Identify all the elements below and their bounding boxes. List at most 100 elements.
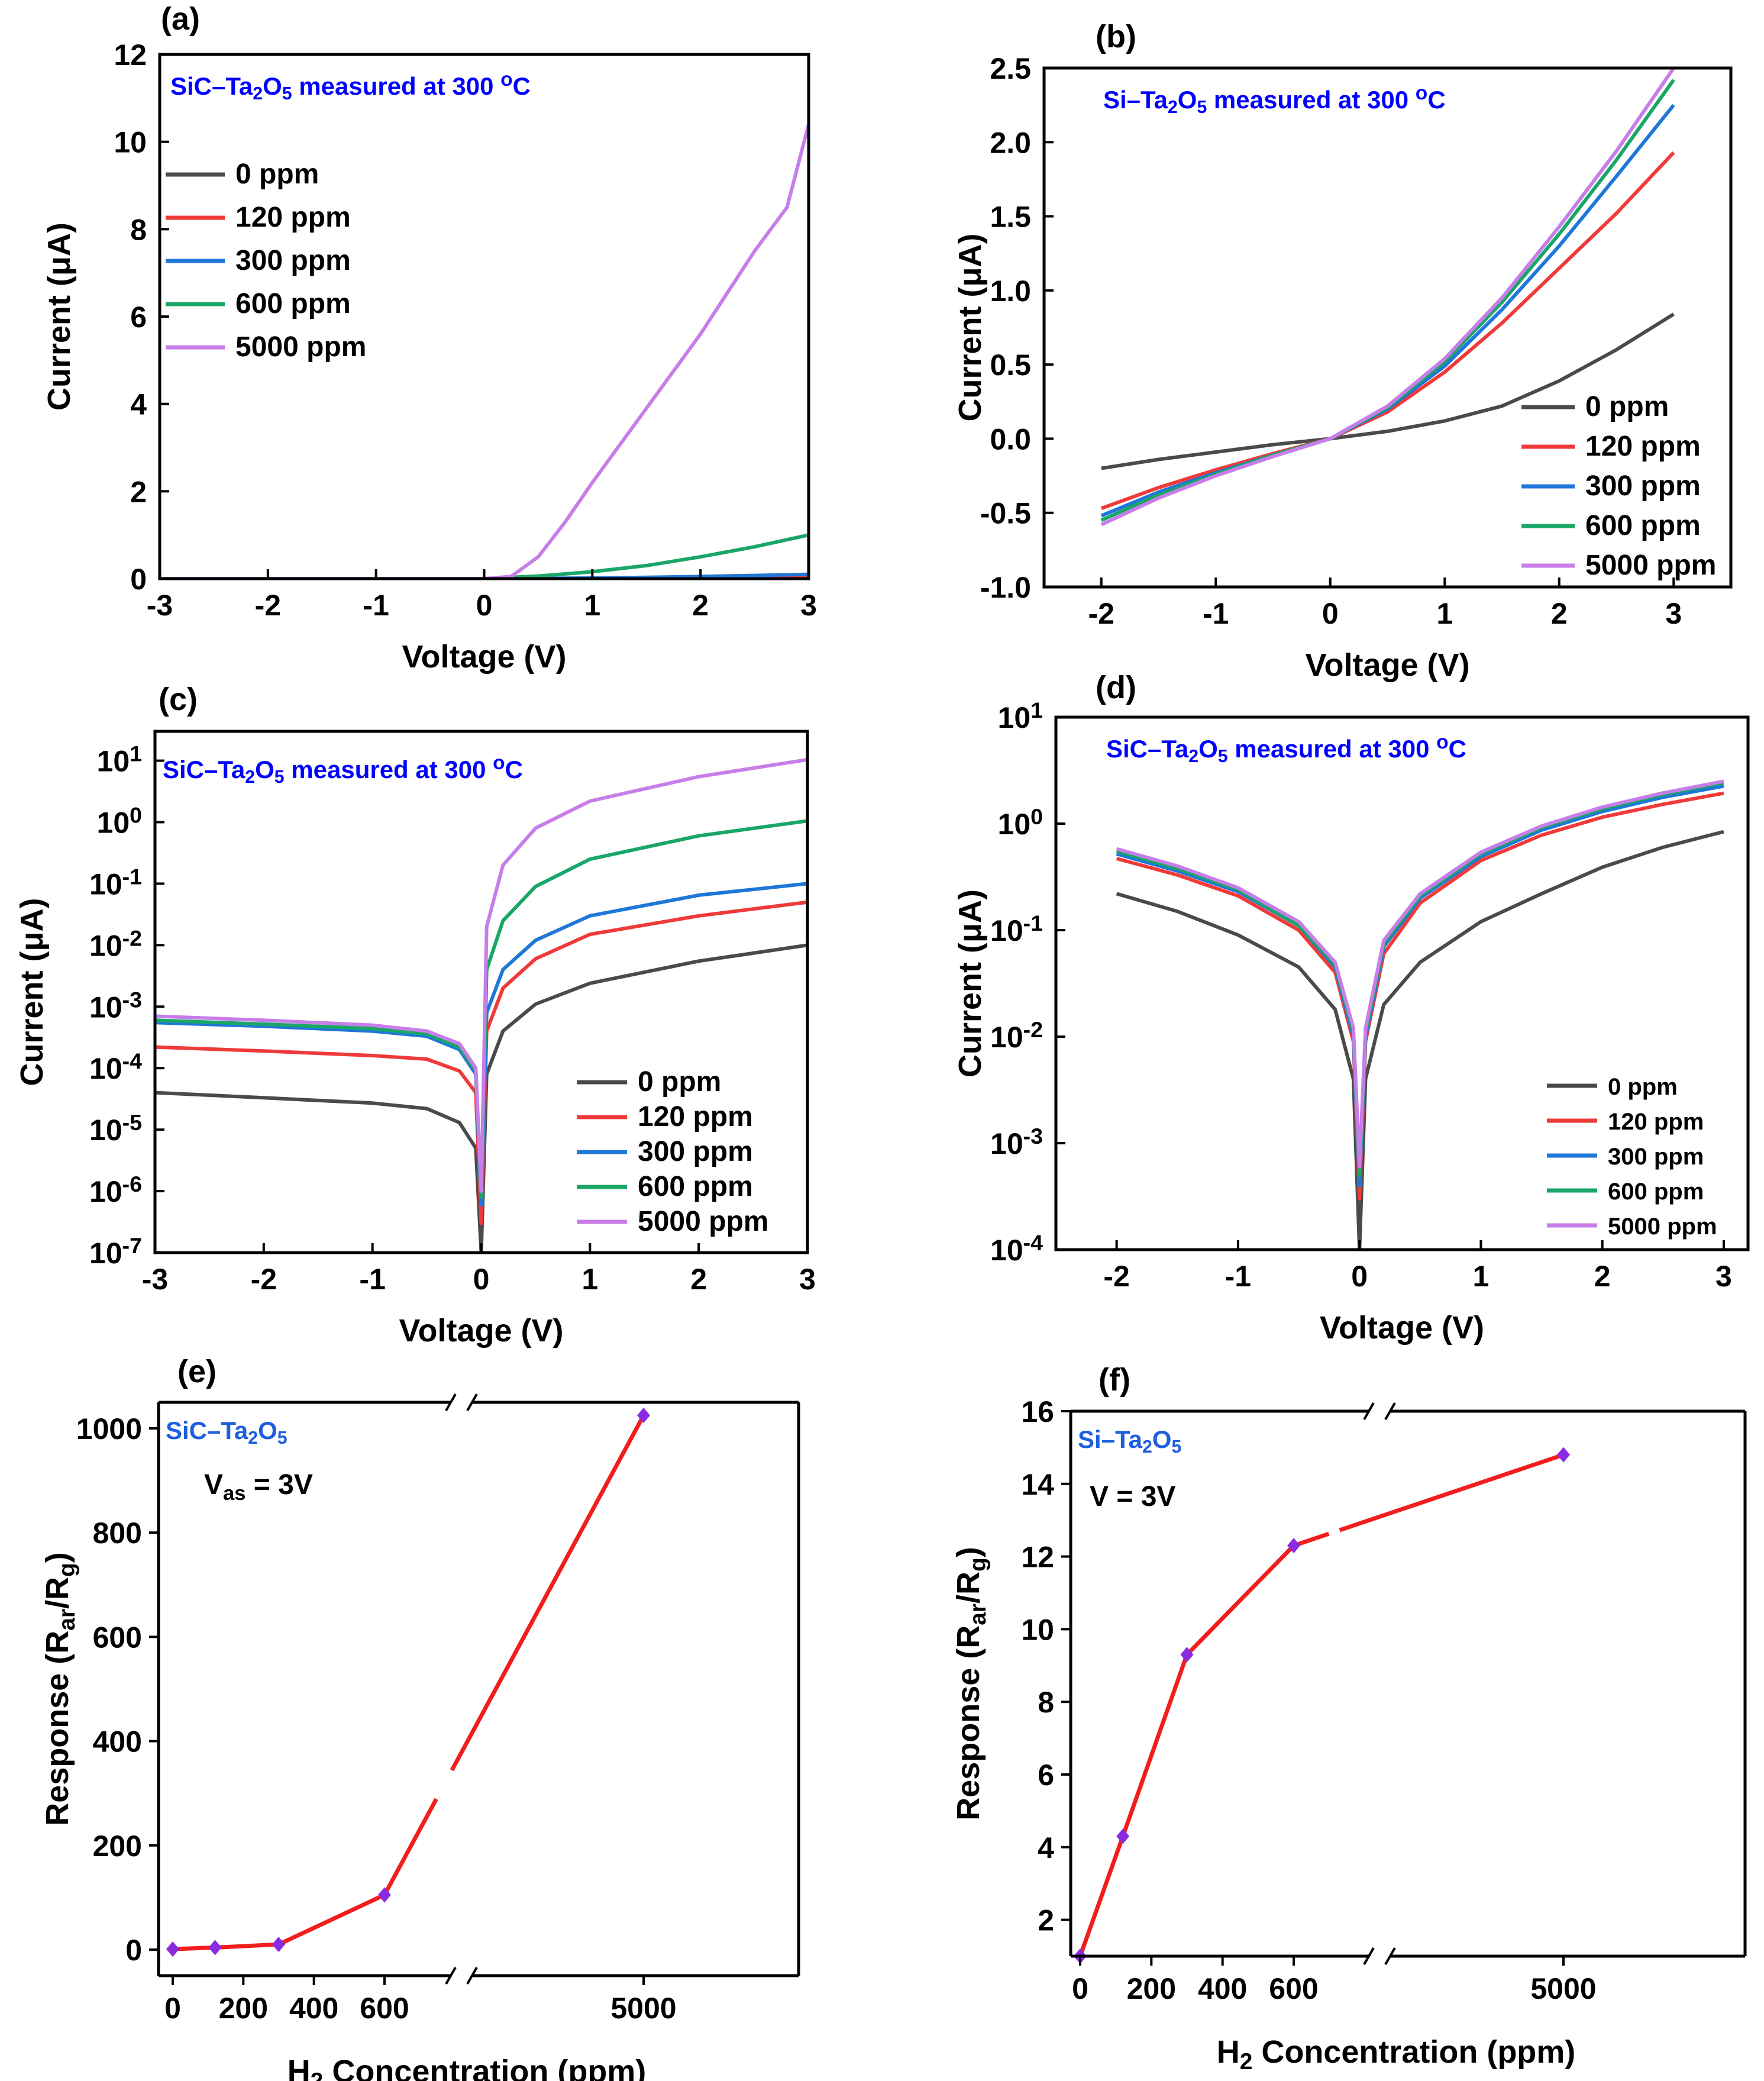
- x-axis-label: H2 Concentration (ppm): [287, 2054, 647, 2081]
- data-marker: [378, 1887, 391, 1903]
- x-tick-label: -1: [1225, 1260, 1251, 1293]
- legend-label: 300 ppm: [638, 1136, 753, 1167]
- y-tick-label: 6: [130, 301, 147, 334]
- legend-label: 300 ppm: [1585, 470, 1701, 502]
- y-tick-label: 200: [93, 1830, 142, 1863]
- x-tick-label: 3: [1665, 597, 1682, 630]
- legend-label: 5000 ppm: [235, 331, 366, 363]
- panel-b: -2 -1 0 1 2 3 -1.0 -0.5 0.0 0.5 1.0 1.5 2.0 2.5 Voltag…: [952, 19, 1733, 683]
- plot-frame: [1042, 66, 1733, 589]
- legend-label: 5000 ppm: [1585, 550, 1716, 581]
- y-tick-label: 4: [130, 388, 147, 421]
- annotation: SiC–Ta2O5 measured at 300 oC: [170, 69, 531, 104]
- axis-break-mark: [445, 1393, 457, 1411]
- legend-label: 120 ppm: [235, 202, 351, 233]
- axis-break-mark: [1363, 1402, 1375, 1420]
- axis-break-mark: [1384, 1947, 1396, 1965]
- y-tick-label: 10-6: [89, 1172, 142, 1208]
- x-tick-label: 600: [1269, 1972, 1318, 2005]
- data-marker: [166, 1941, 179, 1957]
- x-tick-label: 0: [164, 1992, 181, 2025]
- y-axis-label: Response (Rar/Rg): [40, 1552, 80, 1826]
- series-5000-ppm: [155, 757, 807, 1193]
- y-tick-label: 10-1: [89, 864, 142, 901]
- axis-break-mark: [1363, 1947, 1375, 1965]
- response-line-segment: [1078, 1835, 1125, 1957]
- data-marker: [1557, 1447, 1570, 1463]
- y-tick-label: 10-1: [990, 911, 1043, 947]
- y-tick-label: 10-2: [89, 925, 142, 962]
- y-axis-label: Current (μA): [952, 233, 988, 421]
- y-tick-label: 1000: [76, 1412, 142, 1446]
- y-tick-label: 100: [97, 802, 142, 839]
- y-tick-label: 0.5: [990, 349, 1031, 382]
- data-marker: [1116, 1828, 1130, 1844]
- x-tick-label: 5000: [1530, 1972, 1596, 2005]
- data-marker: [1180, 1647, 1194, 1663]
- x-tick-label: 1: [584, 589, 600, 622]
- y-tick-label: 10-4: [89, 1048, 142, 1085]
- x-tick-label: 1: [581, 1263, 598, 1296]
- x-tick-label: -2: [255, 589, 281, 622]
- y-tick-label: 12: [114, 38, 147, 72]
- y-tick-label: 1.5: [990, 201, 1031, 234]
- series-5000-ppm: [1116, 779, 1724, 1169]
- legend-label: 600 ppm: [1608, 1179, 1704, 1205]
- panel-e: 0 200 400 600 5000 0 200 400 600 800 1000 H2 Concen…: [40, 1354, 800, 2081]
- x-tick-label: 2: [690, 1263, 707, 1296]
- y-tick-label: 8: [1038, 1686, 1054, 1719]
- y-tick-label: 10: [114, 126, 147, 159]
- series-600-ppm: [155, 819, 807, 1199]
- y-axis-label: Current (μA): [41, 222, 77, 411]
- panel-label: (b): [1096, 19, 1136, 54]
- y-tick-label: 6: [1038, 1759, 1054, 1792]
- x-tick-label: 2: [1551, 597, 1568, 630]
- legend-label: 600 ppm: [638, 1171, 753, 1202]
- y-tick-label: 2.5: [990, 52, 1031, 85]
- response-line-segment: [450, 1414, 646, 1772]
- y-tick-label: 0: [130, 563, 147, 596]
- series-600-ppm: [160, 533, 809, 579]
- x-tick-label: 0: [1351, 1260, 1368, 1293]
- panel-label: (e): [177, 1354, 217, 1389]
- x-axis-label: Voltage (V): [1320, 1310, 1484, 1346]
- y-tick-label: 2: [130, 475, 147, 508]
- y-tick-label: 800: [93, 1517, 142, 1550]
- y-tick-label: 100: [998, 804, 1043, 841]
- x-tick-label: 1: [1436, 597, 1453, 630]
- x-tick-label: 0: [1072, 1972, 1088, 2005]
- data-marker: [272, 1937, 285, 1953]
- legend-label: 120 ppm: [1608, 1109, 1704, 1135]
- y-tick-label: 12: [1021, 1541, 1054, 1574]
- legend-label: 5000 ppm: [638, 1206, 768, 1237]
- x-tick-label: -3: [142, 1263, 168, 1296]
- annotation: SiC–Ta2O5 measured at 300 oC: [163, 752, 523, 788]
- y-tick-label: 10-3: [990, 1124, 1043, 1160]
- legend-label: 300 ppm: [235, 245, 351, 276]
- axis-break-mark: [466, 1967, 478, 1985]
- series-120-ppm: [155, 900, 807, 1225]
- plot-frame: [1054, 715, 1750, 1251]
- x-axis-label: H2 Concentration (ppm): [1217, 2034, 1576, 2074]
- response-line-segment: [172, 1945, 215, 1951]
- y-tick-label: 2.0: [990, 126, 1031, 159]
- x-tick-label: 200: [1127, 1972, 1176, 2005]
- x-tick-label: -1: [1203, 597, 1229, 630]
- axis-break-mark: [445, 1967, 457, 1985]
- y-tick-label: 101: [998, 698, 1043, 734]
- panel-label: (f): [1099, 1362, 1130, 1398]
- legend-label: 300 ppm: [1608, 1144, 1704, 1170]
- response-line-segment: [382, 1798, 438, 1896]
- annotation: Si–Ta2O5 measured at 300 oC: [1103, 82, 1446, 118]
- series-120-ppm: [1100, 151, 1675, 511]
- y-tick-label: 16: [1021, 1395, 1054, 1428]
- legend-label: 0 ppm: [638, 1066, 721, 1098]
- y-axis-label: Response (Rar/Rg): [951, 1547, 991, 1821]
- x-tick-label: 5000: [610, 1992, 676, 2025]
- y-axis-label: Current (μA): [952, 889, 988, 1077]
